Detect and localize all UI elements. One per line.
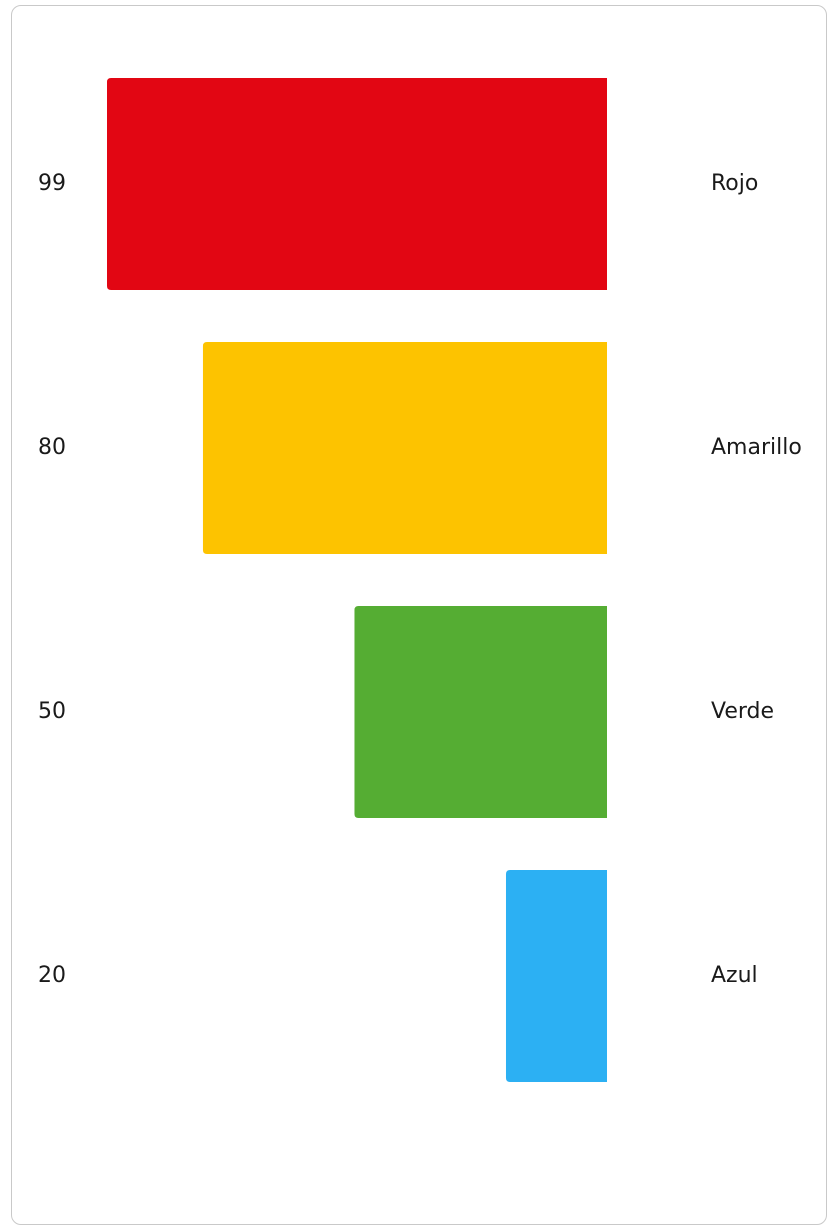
category-label-amarillo: Amarillo bbox=[711, 435, 802, 460]
bar-azul bbox=[505, 870, 607, 1082]
bar-rojo bbox=[107, 78, 607, 290]
bar-verde bbox=[354, 606, 607, 818]
category-label-verde: Verde bbox=[711, 699, 774, 724]
labels-group: 99 Rojo 80 Amarillo 50 Verde 20 Azul bbox=[38, 171, 802, 988]
value-label-amarillo: 80 bbox=[38, 435, 66, 460]
value-label-verde: 50 bbox=[38, 699, 66, 724]
bars-group bbox=[107, 78, 607, 1082]
category-label-rojo: Rojo bbox=[711, 171, 758, 196]
category-label-azul: Azul bbox=[711, 963, 758, 988]
bar-amarillo bbox=[202, 342, 607, 554]
value-label-azul: 20 bbox=[38, 963, 66, 988]
value-label-rojo: 99 bbox=[38, 171, 66, 196]
